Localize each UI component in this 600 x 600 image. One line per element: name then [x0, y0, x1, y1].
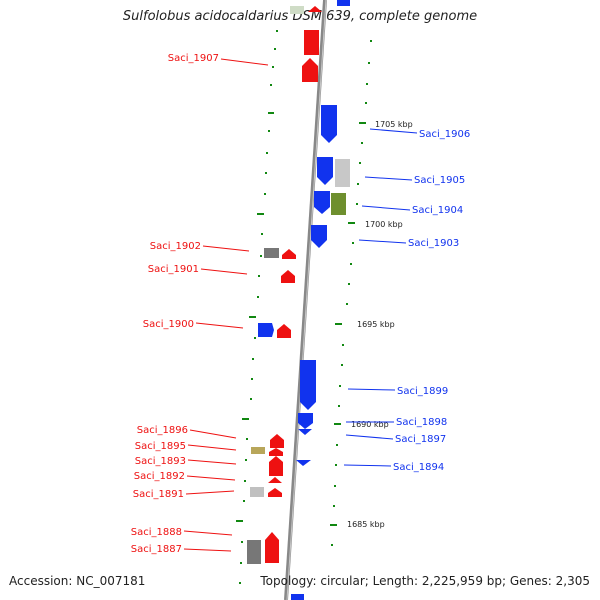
top-partial-features	[290, 0, 350, 14]
gene-glyph-saci-1899[interactable]	[300, 360, 316, 410]
gene-glyph-saci-1906[interactable]	[321, 105, 337, 143]
gene-glyph-saci-1900[interactable]	[258, 323, 291, 338]
gene-label-saci-1895[interactable]: Saci_1895	[135, 441, 186, 452]
gene-label-saci-1903[interactable]: Saci_1903	[408, 238, 459, 249]
gene-glyph-saci-1888[interactable]	[265, 532, 279, 563]
genome-backbone	[284, 0, 327, 600]
left-dotted-guide	[236, 30, 278, 584]
gene-label-saci-1906[interactable]: Saci_1906	[419, 129, 470, 140]
gene-glyph-saci-1891[interactable]	[250, 487, 282, 497]
scale-label-1700: 1700 kbp	[365, 220, 403, 229]
gene-label-saci-1892[interactable]: Saci_1892	[134, 471, 185, 482]
gene-glyph-saci-1903[interactable]	[311, 225, 327, 248]
scale-label-1690: 1690 kbp	[351, 420, 389, 429]
gene-label-saci-1893[interactable]: Saci_1893	[135, 456, 186, 467]
gene-glyph-saci-1893[interactable]	[269, 456, 283, 476]
gene-label-saci-1901[interactable]: Saci_1901	[148, 264, 199, 275]
gene-label-saci-1888[interactable]: Saci_1888	[131, 527, 182, 538]
reverse-leader-lines	[343, 128, 418, 467]
forward-leader-lines	[183, 58, 269, 552]
gene-label-saci-1898[interactable]: Saci_1898	[396, 417, 447, 428]
gene-label-saci-1887[interactable]: Saci_1887	[131, 544, 182, 555]
gene-label-saci-1904[interactable]: Saci_1904	[412, 205, 463, 216]
gene-label-saci-1900[interactable]: Saci_1900	[143, 319, 194, 330]
gene-glyph-saci-1907[interactable]	[302, 30, 319, 82]
scale-label-1695: 1695 kbp	[357, 320, 395, 329]
accession-text: Accession: NC_007181	[9, 574, 146, 588]
gene-label-saci-1896[interactable]: Saci_1896	[137, 425, 188, 436]
gene-label-saci-1902[interactable]: Saci_1902	[150, 241, 201, 252]
gene-glyph-saci-1887[interactable]	[247, 540, 261, 564]
gene-glyph-saci-1898[interactable]	[298, 413, 313, 429]
scale-label-1705: 1705 kbp	[375, 120, 413, 129]
gene-glyph-saci-1892[interactable]	[268, 477, 282, 483]
gene-glyph-saci-1904[interactable]	[314, 191, 346, 215]
gene-glyph-saci-1905[interactable]	[317, 157, 350, 187]
genome-summary-text: Topology: circular; Length: 2,225,959 bp…	[260, 574, 590, 588]
right-dotted-guide	[330, 40, 372, 546]
bottom-partial-feature	[291, 594, 304, 600]
gene-label-saci-1894[interactable]: Saci_1894	[393, 462, 444, 473]
gene-glyph-saci-1901[interactable]	[281, 270, 295, 283]
gene-label-saci-1891[interactable]: Saci_1891	[133, 489, 184, 500]
gene-glyph-saci-1902[interactable]	[264, 248, 296, 259]
gene-label-saci-1899[interactable]: Saci_1899	[397, 386, 448, 397]
genome-backbone-highlight	[286, 0, 327, 600]
gene-label-saci-1897[interactable]: Saci_1897	[395, 434, 446, 445]
gene-label-saci-1905[interactable]: Saci_1905	[414, 175, 465, 186]
gene-glyph-saci-1894[interactable]	[296, 460, 311, 466]
gene-glyph-saci-1897[interactable]	[298, 429, 312, 435]
scale-label-1685: 1685 kbp	[347, 520, 385, 529]
gene-glyph-saci-1896[interactable]	[270, 434, 284, 448]
map-title: Sulfolobus acidocaldarius DSM 639, compl…	[122, 9, 478, 24]
gene-glyph-saci-1895[interactable]	[251, 447, 283, 456]
gene-label-saci-1907[interactable]: Saci_1907	[168, 53, 219, 64]
